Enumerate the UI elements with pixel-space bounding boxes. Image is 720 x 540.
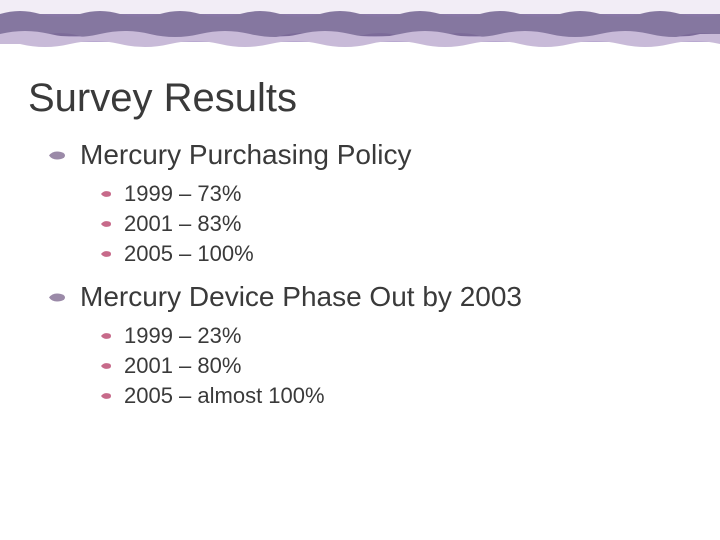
list-item-text: 2005 – almost 100% (124, 383, 325, 409)
list-item-text: 1999 – 23% (124, 323, 241, 349)
leaf-bullet-icon (100, 362, 112, 370)
section-heading: Mercury Device Phase Out by 2003 (48, 281, 692, 313)
list-item: 1999 – 73% (100, 181, 692, 207)
list-item: 2001 – 80% (100, 353, 692, 379)
leaf-bullet-icon (100, 220, 112, 228)
section-heading-text: Mercury Device Phase Out by 2003 (80, 281, 522, 313)
list-item-text: 2001 – 80% (124, 353, 241, 379)
list-item-text: 2005 – 100% (124, 241, 254, 267)
section-heading: Mercury Purchasing Policy (48, 139, 692, 171)
section-group: Mercury Purchasing Policy 1999 – 73% 200… (28, 139, 692, 267)
decorative-banner (0, 0, 720, 58)
slide-content: Survey Results Mercury Purchasing Policy… (0, 58, 720, 409)
leaf-bullet-icon (48, 292, 66, 303)
leaf-bullet-icon (100, 190, 112, 198)
list-item: 1999 – 23% (100, 323, 692, 349)
list-item: 2005 – almost 100% (100, 383, 692, 409)
leaf-bullet-icon (48, 150, 66, 161)
section-group: Mercury Device Phase Out by 2003 1999 – … (28, 281, 692, 409)
slide-title: Survey Results (28, 76, 692, 121)
leaf-bullet-icon (100, 250, 112, 258)
list-item-text: 1999 – 73% (124, 181, 241, 207)
list-item-text: 2001 – 83% (124, 211, 241, 237)
section-heading-text: Mercury Purchasing Policy (80, 139, 411, 171)
leaf-bullet-icon (100, 332, 112, 340)
leaf-bullet-icon (100, 392, 112, 400)
list-item: 2005 – 100% (100, 241, 692, 267)
list-item: 2001 – 83% (100, 211, 692, 237)
